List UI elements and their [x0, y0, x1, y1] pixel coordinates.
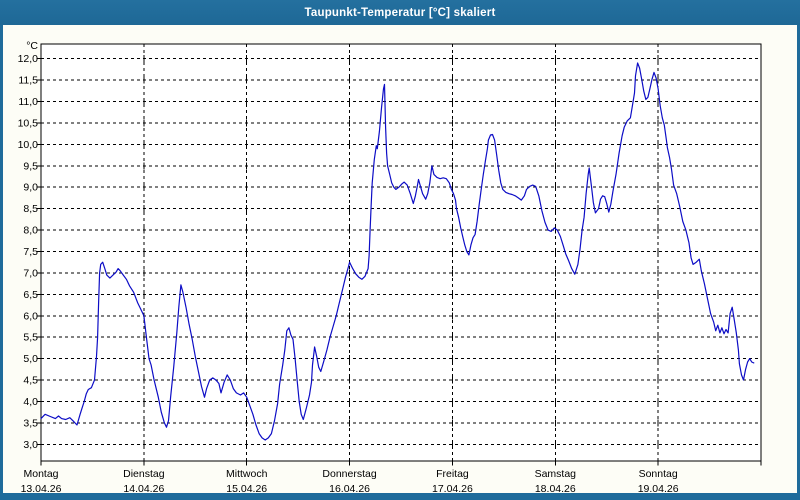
svg-text:13.04.26: 13.04.26 [21, 483, 62, 493]
svg-text:11,0: 11,0 [18, 96, 38, 108]
svg-text:°C: °C [26, 40, 38, 52]
svg-text:Mittwoch: Mittwoch [226, 468, 268, 480]
svg-text:6,0: 6,0 [23, 310, 38, 322]
chart-canvas: 12,0 11,5 11,0 10,5 10,0 9,5 9,0 8,5 8,0 7,5 7,0 6,… [18, 40, 762, 495]
svg-text:4,0: 4,0 [23, 396, 38, 408]
svg-text:4,5: 4,5 [23, 375, 38, 387]
svg-text:5,5: 5,5 [23, 332, 38, 344]
svg-text:3,5: 3,5 [23, 417, 38, 429]
svg-text:10,0: 10,0 [18, 139, 39, 151]
svg-text:8,0: 8,0 [23, 225, 38, 237]
svg-text:3,0: 3,0 [23, 439, 38, 451]
svg-text:Sonntag: Sonntag [639, 468, 678, 480]
svg-text:8,5: 8,5 [23, 203, 38, 215]
svg-text:16.04.26: 16.04.26 [329, 483, 370, 493]
svg-text:19.04.26: 19.04.26 [638, 483, 679, 493]
svg-text:18.04.26: 18.04.26 [535, 483, 576, 493]
svg-text:11,5: 11,5 [18, 75, 38, 87]
svg-text:15.04.26: 15.04.26 [226, 483, 267, 493]
svg-text:Montag: Montag [23, 468, 58, 480]
svg-text:Donnerstag: Donnerstag [322, 468, 376, 480]
svg-text:5,0: 5,0 [23, 353, 38, 365]
svg-text:Dienstag: Dienstag [123, 468, 165, 480]
svg-text:7,5: 7,5 [23, 246, 38, 258]
svg-text:6,5: 6,5 [23, 289, 38, 301]
svg-text:9,5: 9,5 [23, 160, 38, 172]
svg-text:12,0: 12,0 [18, 53, 39, 65]
svg-text:17.04.26: 17.04.26 [432, 483, 473, 493]
svg-text:Samstag: Samstag [535, 468, 577, 480]
svg-text:10,5: 10,5 [18, 117, 39, 129]
chart-panel: 12,0 11,5 11,0 10,5 10,0 9,5 9,0 8,5 8,0 7,5 7,0 6,… [3, 25, 797, 495]
svg-text:7,0: 7,0 [23, 267, 38, 279]
window-titlebar[interactable]: Taupunkt-Temperatur [°C] skaliert [0, 0, 800, 25]
svg-text:14.04.26: 14.04.26 [123, 483, 164, 493]
svg-text:9,0: 9,0 [23, 182, 38, 194]
window-title: Taupunkt-Temperatur [°C] skaliert [304, 6, 496, 19]
svg-text:Freitag: Freitag [436, 468, 469, 480]
